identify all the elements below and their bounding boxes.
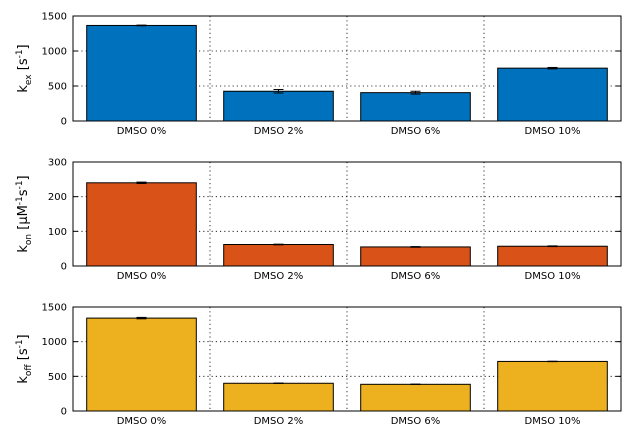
y-axis-label: koff [s-1] <box>15 334 34 383</box>
chart-kon: 0 100 200 300 DMSO 0% DMSO 2% DMSO 6% DMSO 10% k… <box>15 158 622 282</box>
y-tick-label: 0 <box>61 117 67 128</box>
x-tick-label: DMSO 2% <box>254 126 304 137</box>
x-tick-label: DMSO 0% <box>117 271 167 282</box>
x-tick-label: DMSO 6% <box>391 271 441 282</box>
bar-2 <box>223 90 334 122</box>
error-bar-1 <box>136 181 147 184</box>
bar-3 <box>360 383 471 412</box>
chart-kex: 0 500 1000 1500 DMSO 0% DMSO 2% DMSO 6% DMSO 10… <box>15 12 622 137</box>
x-tick-label: DMSO 2% <box>254 416 304 427</box>
x-tick-label: DMSO 10% <box>525 271 581 282</box>
y-tick-label: 200 <box>48 192 67 203</box>
bar-4 <box>497 245 608 267</box>
error-bar-1 <box>136 24 147 27</box>
y-tick-label: 100 <box>48 227 67 238</box>
error-bar-2 <box>273 89 284 94</box>
x-tick-label: DMSO 10% <box>525 416 581 427</box>
axes-box <box>72 15 622 122</box>
bar-4 <box>497 360 608 412</box>
y-tick-label: 0 <box>61 407 67 418</box>
y-tick-label: 1500 <box>42 12 67 23</box>
bar-1 <box>86 182 197 267</box>
axes-box <box>72 306 622 412</box>
error-bar-2 <box>273 243 284 246</box>
bar-4 <box>497 67 608 122</box>
y-tick-label: 300 <box>48 158 67 169</box>
error-bar-4 <box>547 245 558 248</box>
y-tick-label: 1500 <box>42 303 67 314</box>
error-bar-1 <box>136 316 147 320</box>
bar-3 <box>360 92 471 122</box>
error-bar-3 <box>410 90 421 95</box>
y-tick-label: 500 <box>48 372 67 383</box>
bar-1 <box>86 24 197 122</box>
error-bar-3 <box>410 246 421 248</box>
bar-2 <box>223 382 334 412</box>
error-bar-4 <box>547 66 558 70</box>
y-tick-label: 1000 <box>42 47 67 58</box>
x-tick-label: DMSO 0% <box>117 416 167 427</box>
y-tick-label: 500 <box>48 82 67 93</box>
x-tick-label: DMSO 0% <box>117 126 167 137</box>
y-axis-label: kex [s-1] <box>15 44 34 92</box>
x-tick-label: DMSO 6% <box>391 416 441 427</box>
y-tick-label: 0 <box>61 262 67 273</box>
chart-koff: 0 500 1000 1500 DMSO 0% DMSO 2% DMSO 6% DMSO 10… <box>15 303 622 427</box>
x-tick-label: DMSO 10% <box>525 126 581 137</box>
y-tick-label: 1000 <box>42 337 67 348</box>
axes-box <box>72 161 622 267</box>
bar-1 <box>86 317 197 412</box>
x-tick-label: DMSO 2% <box>254 271 304 282</box>
bar-2 <box>223 244 334 267</box>
y-axis-label: kon [μM-1s-1] <box>15 175 34 252</box>
bar-3 <box>360 246 471 267</box>
x-tick-label: DMSO 6% <box>391 126 441 137</box>
